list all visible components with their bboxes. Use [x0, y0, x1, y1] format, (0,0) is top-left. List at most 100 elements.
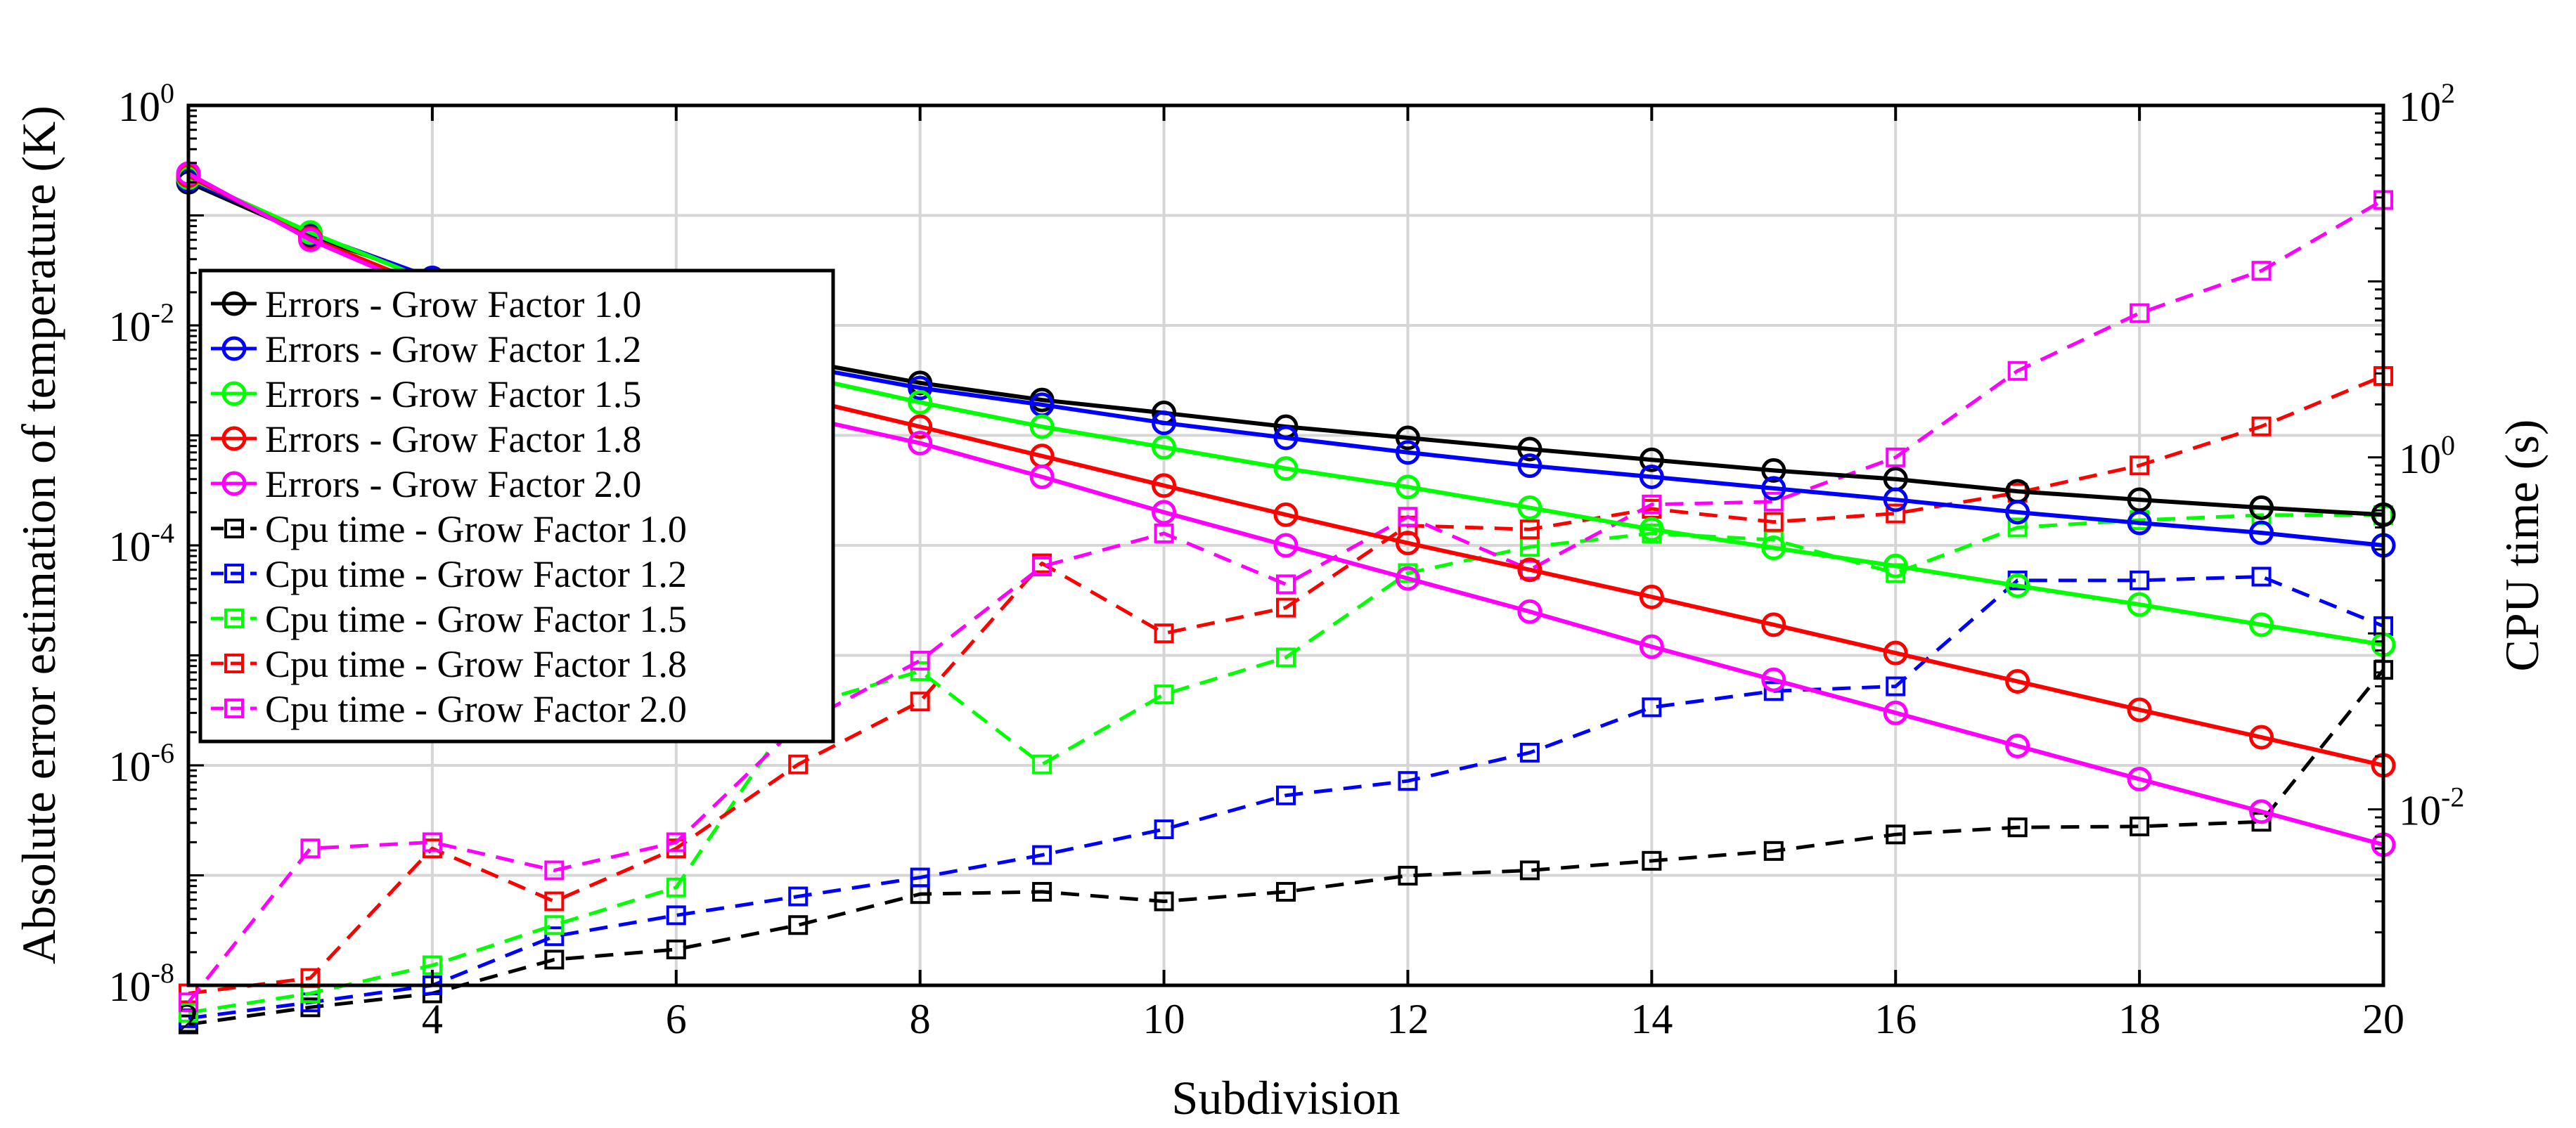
x-tick-label: 20 — [2362, 996, 2404, 1042]
data-point — [1029, 414, 1055, 439]
data-point — [910, 867, 930, 888]
data-point — [2130, 570, 2150, 590]
legend-label: Cpu time - Grow Factor 1.5 — [265, 598, 687, 640]
series-line — [188, 513, 2383, 1015]
data-point — [1642, 850, 1662, 871]
data-point — [1639, 634, 1664, 659]
data-point — [1398, 771, 1418, 791]
legend-box — [198, 268, 835, 744]
y2-tick-label: 10-2 — [2399, 782, 2464, 834]
data-point — [422, 832, 442, 853]
data-point — [2007, 817, 2028, 838]
data-point — [1761, 458, 1786, 483]
data-point — [2130, 303, 2150, 323]
legend-label: Errors - Grow Factor 1.0 — [265, 283, 641, 325]
data-point — [1276, 785, 1296, 805]
data-point — [1276, 647, 1296, 668]
data-point — [544, 891, 565, 912]
data-point — [1154, 819, 1174, 840]
data-point — [2007, 517, 2028, 538]
data-point — [2249, 799, 2274, 824]
data-point — [1886, 447, 1906, 467]
data-point — [2127, 510, 2152, 536]
data-point — [1519, 519, 1540, 540]
series-line — [188, 668, 2385, 1027]
data-point — [1886, 824, 1906, 845]
legend-swatch-marker — [221, 381, 247, 406]
data-point — [1883, 640, 1908, 666]
legend-item: Errors - Grow Factor 1.0 — [211, 283, 641, 325]
data-point — [1276, 881, 1296, 902]
y-tick-label: 10-4 — [109, 517, 174, 570]
data-point — [910, 692, 930, 712]
legend-swatch-marker — [224, 654, 244, 673]
data-point — [1883, 553, 1908, 578]
legend-swatch-marker — [224, 564, 244, 583]
data-point — [1761, 476, 1786, 501]
data-point — [1639, 517, 1664, 542]
data-point — [908, 389, 933, 415]
data-point — [1398, 507, 1418, 527]
x-tick-label: 8 — [910, 996, 931, 1042]
y-tick-label: 10-6 — [109, 737, 174, 790]
data-point — [910, 661, 930, 681]
data-point — [908, 414, 933, 439]
data-point — [1517, 453, 1543, 479]
legend-swatch-marker — [224, 519, 244, 538]
data-point — [666, 905, 686, 926]
legend-item: Errors - Grow Factor 1.5 — [211, 373, 641, 415]
data-point — [1152, 500, 1177, 525]
data-point — [1029, 464, 1055, 489]
legend-label: Errors - Grow Factor 1.2 — [265, 328, 641, 370]
x-tick-label: 16 — [1874, 996, 1917, 1042]
data-point — [2005, 573, 2030, 598]
data-point — [179, 992, 198, 1013]
data-point — [666, 877, 686, 897]
series-line — [187, 198, 2385, 1004]
data-point — [1517, 599, 1543, 624]
data-point — [2251, 261, 2272, 281]
legend-swatch-marker — [221, 291, 247, 316]
data-point — [544, 926, 565, 947]
y2-axis-title: CPU time (s) — [2495, 420, 2549, 672]
data-point — [544, 915, 565, 935]
data-point — [1639, 584, 1664, 609]
legend-item: Cpu time - Grow Factor 1.0 — [211, 508, 687, 550]
y-tick-label: 10-2 — [109, 297, 174, 350]
data-point — [1761, 612, 1786, 637]
data-point — [1763, 681, 1784, 701]
data-point — [1517, 495, 1543, 520]
data-point — [666, 939, 686, 959]
data-point — [1519, 860, 1540, 881]
data-point — [2127, 697, 2152, 722]
data-point — [2005, 500, 2030, 525]
legend-item: Errors - Grow Factor 2.0 — [211, 463, 641, 505]
data-point — [297, 227, 323, 252]
legend-label: Errors - Grow Factor 1.8 — [265, 418, 641, 460]
data-point — [1886, 676, 1906, 696]
series-cpu-8 — [179, 366, 2393, 1004]
data-point — [1152, 434, 1177, 460]
data-point — [1642, 494, 1662, 514]
data-point — [1154, 523, 1174, 543]
series-line — [188, 374, 2384, 995]
data-point — [1395, 474, 1420, 500]
data-point — [2249, 520, 2274, 545]
y-axis-title: Absolute error estimation of temperature… — [12, 105, 65, 964]
series-cpu-9 — [179, 190, 2393, 1013]
legend-swatch-marker — [224, 609, 244, 628]
legend-label: Errors - Grow Factor 1.5 — [265, 373, 641, 415]
x-tick-label: 4 — [422, 996, 443, 1042]
legend-item: Cpu time - Grow Factor 2.0 — [211, 688, 687, 730]
data-point — [1032, 845, 1052, 865]
data-point — [2007, 361, 2028, 381]
legend-label: Cpu time - Grow Factor 1.8 — [265, 643, 687, 685]
y2-tick-label: 102 — [2399, 77, 2455, 130]
data-point — [2251, 416, 2272, 436]
data-point — [788, 915, 809, 935]
legend-label: Cpu time - Grow Factor 1.2 — [265, 553, 687, 595]
data-point — [2251, 566, 2272, 587]
data-point — [1763, 512, 1784, 532]
